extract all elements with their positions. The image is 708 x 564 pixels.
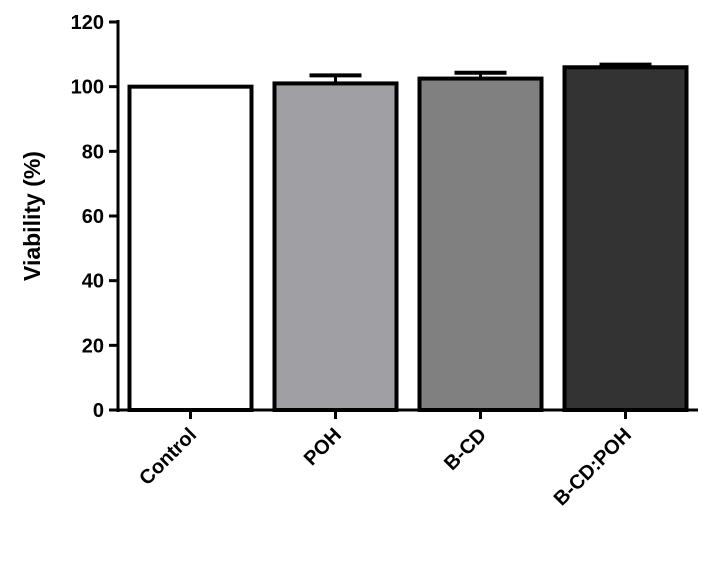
y-tick-label: 40 [82,271,104,293]
y-tick-label: 60 [82,206,104,228]
x-axis-labels: Control POH B-CD B-CD:POH [135,410,636,510]
bar-b-cd-poh [562,65,689,413]
y-tick-label: 20 [82,335,104,357]
y-tick-label: 100 [71,77,104,99]
bar-control [127,84,254,413]
x-category-label: B-CD:POH [550,424,636,510]
y-tick-label: 0 [93,400,104,422]
y-axis-ticks: 0 20 40 60 80 100 120 [71,12,118,422]
error-bars [309,62,652,84]
axes [116,20,698,412]
bars [127,65,689,413]
y-tick-label: 120 [71,12,104,34]
x-category-label: B-CD [440,424,491,475]
x-category-label: POH [300,424,346,470]
x-category-label: Control [135,424,201,490]
y-axis-label: Viability (%) [19,151,45,281]
bar-poh [272,81,399,413]
bar-b-cd [417,76,544,412]
y-tick-label: 80 [82,141,104,163]
